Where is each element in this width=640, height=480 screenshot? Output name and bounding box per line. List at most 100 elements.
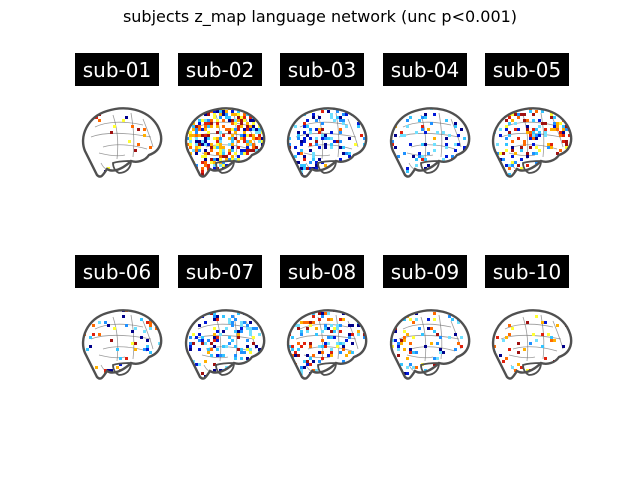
voxel <box>454 122 457 125</box>
voxel <box>291 345 294 348</box>
voxel <box>243 351 246 354</box>
voxel <box>306 167 309 170</box>
voxel <box>339 351 342 354</box>
voxel <box>309 342 312 345</box>
voxel <box>406 170 409 173</box>
voxel <box>409 348 412 351</box>
voxel <box>454 372 457 375</box>
voxel <box>309 345 312 348</box>
voxel <box>125 378 128 379</box>
voxel <box>472 107 475 110</box>
voxel <box>243 131 246 134</box>
voxel <box>427 164 430 167</box>
voxel <box>267 161 270 164</box>
voxel <box>231 122 234 125</box>
voxel <box>321 176 324 177</box>
voxel <box>508 116 511 119</box>
voxel <box>228 321 231 324</box>
voxel <box>496 143 499 146</box>
voxel <box>538 125 541 128</box>
voxel <box>400 113 403 116</box>
voxel <box>282 125 285 128</box>
voxel <box>300 164 303 167</box>
voxel <box>363 161 366 164</box>
voxel <box>348 324 351 327</box>
voxel <box>234 354 237 357</box>
voxel <box>240 125 243 128</box>
voxel <box>312 176 315 177</box>
voxel <box>472 152 475 155</box>
voxel <box>225 345 228 348</box>
voxel <box>282 369 285 372</box>
voxel <box>261 116 264 119</box>
voxel <box>282 107 285 110</box>
voxel <box>562 345 565 348</box>
voxel <box>433 330 436 333</box>
voxel <box>219 333 222 336</box>
voxel <box>201 339 204 342</box>
voxel <box>388 164 391 167</box>
voxel <box>246 327 249 330</box>
voxel <box>249 161 252 164</box>
voxel <box>282 309 285 312</box>
voxel <box>225 366 228 369</box>
voxel <box>529 131 532 134</box>
voxel <box>240 327 243 330</box>
voxel <box>195 143 198 146</box>
voxel <box>520 176 523 177</box>
voxel <box>541 110 544 113</box>
voxel <box>246 161 249 164</box>
voxel <box>288 155 291 158</box>
voxel <box>161 363 162 366</box>
voxel <box>400 363 403 366</box>
voxel <box>508 164 511 167</box>
voxel <box>219 164 222 167</box>
sulcus-line <box>504 121 554 128</box>
voxel <box>204 122 207 125</box>
voxel <box>288 137 291 140</box>
voxel <box>198 363 201 366</box>
voxel <box>294 167 297 170</box>
sulcus-line <box>90 334 152 340</box>
voxel <box>192 176 195 177</box>
voxel <box>532 128 535 131</box>
voxel <box>559 173 562 176</box>
voxel <box>562 372 565 375</box>
voxel <box>234 167 237 170</box>
voxel <box>541 333 544 336</box>
voxel <box>183 170 186 173</box>
voxel <box>562 113 565 116</box>
voxel <box>330 354 333 357</box>
voxel <box>550 339 553 342</box>
voxel <box>204 119 207 122</box>
voxel <box>568 134 571 137</box>
voxel <box>294 354 297 357</box>
voxel <box>77 333 80 336</box>
voxel <box>288 167 291 170</box>
voxel <box>95 116 98 119</box>
voxel <box>318 128 321 131</box>
voxel <box>324 143 327 146</box>
voxel <box>330 116 333 119</box>
voxel <box>385 176 388 179</box>
voxel <box>451 167 454 170</box>
voxel <box>394 321 397 324</box>
voxel <box>508 348 511 351</box>
voxel <box>321 351 324 354</box>
voxel <box>213 167 216 170</box>
voxel <box>198 125 201 128</box>
voxel <box>228 149 231 152</box>
voxel <box>294 351 297 354</box>
voxel <box>222 113 225 116</box>
voxel <box>243 164 246 167</box>
voxel <box>285 360 288 363</box>
sulcus-line <box>102 144 148 150</box>
voxel <box>219 143 222 146</box>
voxel <box>330 131 333 134</box>
voxel <box>210 122 213 125</box>
voxel <box>146 339 149 342</box>
voxel <box>496 310 499 312</box>
voxel <box>342 375 345 378</box>
voxel <box>517 137 520 140</box>
voxel <box>207 152 210 155</box>
